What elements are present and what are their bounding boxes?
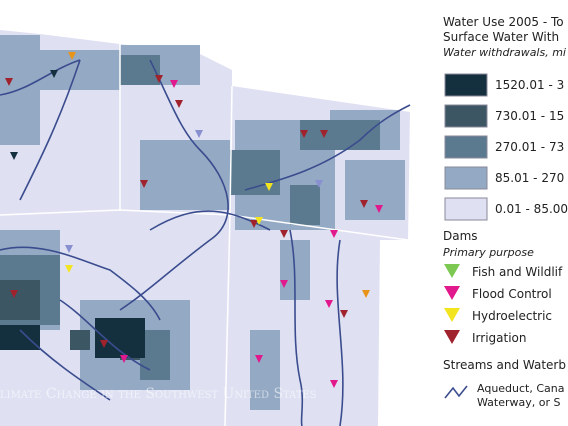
dam-label: Hydroelectric	[472, 309, 552, 323]
rivers	[0, 59, 411, 426]
map-area: limate Change in the Southwest United St…	[0, 30, 411, 426]
legend-title: Surface Water With	[443, 30, 559, 44]
legend-swatch	[444, 135, 488, 159]
dams-subtitle: Primary purpose	[443, 246, 534, 259]
legend: Water Use 2005 - To Surface Water With W…	[443, 15, 568, 409]
dam-label: Fish and Wildlif	[472, 265, 563, 279]
dam-symbol	[444, 264, 460, 278]
watermark: limate Change in the Southwest United St…	[0, 386, 317, 402]
legend-subtitle: Water withdrawals, mi	[443, 46, 566, 59]
legend-label: 0.01 - 85.00	[495, 202, 568, 216]
streams-label: Aqueduct, Cana	[477, 382, 565, 395]
streams-label: Waterway, or S	[477, 396, 561, 409]
legend-label: 1520.01 - 3	[495, 78, 564, 92]
legend-label: 730.01 - 15	[495, 109, 564, 123]
dam-symbol	[444, 330, 460, 344]
patches-darkest	[0, 318, 145, 358]
dam-symbol	[444, 308, 460, 322]
legend-swatch	[444, 73, 488, 97]
legend-swatch	[444, 197, 488, 221]
legend-label: 270.01 - 73	[495, 140, 564, 154]
legend-label: 85.01 - 270	[495, 171, 564, 185]
legend-title: Water Use 2005 - To	[443, 15, 564, 29]
legend-swatch	[444, 104, 488, 128]
state-borders	[0, 44, 409, 426]
dam-label: Irrigation	[472, 331, 527, 345]
streams-title: Streams and Waterb	[443, 358, 566, 372]
dam-symbol	[444, 286, 460, 300]
dams-title: Dams	[443, 229, 478, 243]
stream-icon	[444, 385, 468, 399]
legend-swatch	[444, 166, 488, 190]
dam-label: Flood Control	[472, 287, 552, 301]
